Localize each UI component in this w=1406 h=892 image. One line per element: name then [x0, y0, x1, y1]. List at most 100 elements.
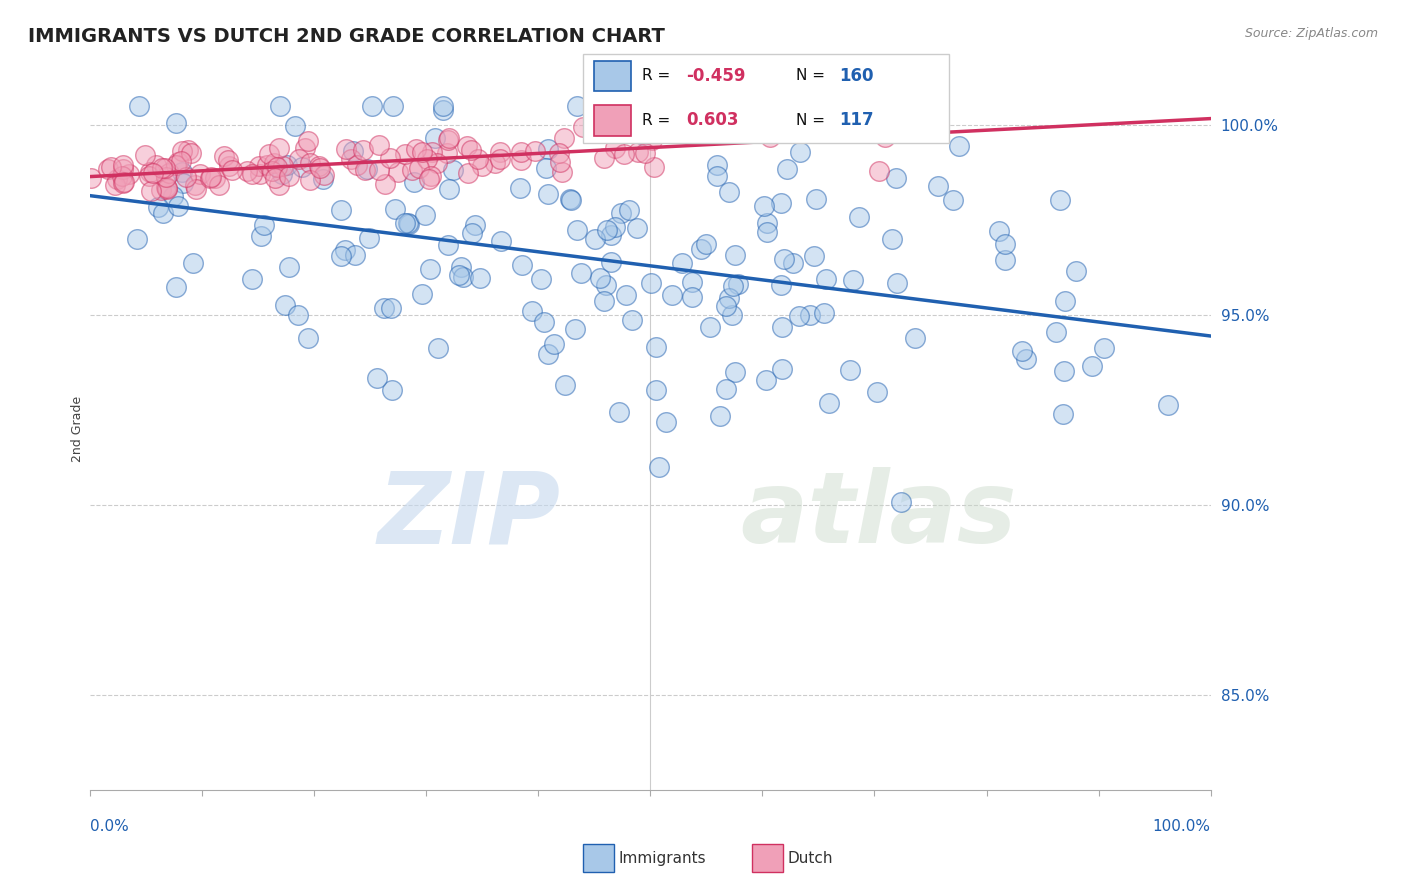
Point: [368, 163, 391, 178]
Point: [127, 232, 149, 246]
Point: [1045, 325, 1067, 339]
Point: [450, 260, 472, 274]
Point: [353, 163, 375, 178]
Point: [755, 373, 778, 387]
Point: [100, 160, 122, 174]
Point: [706, 158, 728, 172]
Point: [614, 288, 637, 302]
Point: [236, 164, 259, 178]
Point: [689, 242, 711, 256]
Point: [1081, 359, 1104, 374]
Point: [844, 111, 866, 125]
Point: [610, 206, 633, 220]
Text: N =: N =: [796, 113, 830, 128]
Point: [550, 155, 572, 169]
FancyBboxPatch shape: [595, 61, 631, 91]
Point: [489, 234, 512, 248]
Point: [718, 185, 741, 199]
Point: [564, 322, 586, 336]
Point: [567, 99, 589, 113]
Point: [1066, 264, 1088, 278]
Point: [166, 158, 188, 172]
Point: [269, 99, 291, 113]
Point: [510, 145, 533, 159]
Point: [112, 175, 135, 189]
Point: [776, 161, 799, 176]
Point: [756, 216, 779, 230]
Point: [156, 181, 179, 195]
Point: [253, 218, 276, 232]
Point: [145, 158, 167, 172]
Point: [839, 363, 862, 377]
Point: [298, 173, 321, 187]
Text: Immigrants: Immigrants: [619, 851, 706, 865]
Point: [534, 161, 557, 176]
Point: [770, 319, 793, 334]
Point: [162, 188, 184, 202]
Point: [329, 248, 352, 262]
Point: [537, 186, 560, 201]
Point: [799, 308, 821, 322]
Point: [312, 168, 335, 182]
Point: [277, 169, 299, 184]
Point: [804, 192, 827, 206]
Point: [394, 216, 416, 230]
Text: N =: N =: [796, 69, 830, 83]
Point: [648, 460, 671, 475]
Point: [533, 315, 555, 329]
Point: [890, 494, 912, 508]
Point: [948, 138, 970, 153]
Point: [381, 383, 404, 397]
Point: [152, 206, 174, 220]
Point: [170, 154, 193, 169]
Point: [644, 111, 666, 125]
Point: [432, 99, 454, 113]
Point: [342, 144, 364, 158]
Point: [184, 182, 207, 196]
Point: [880, 232, 903, 246]
Point: [904, 331, 927, 345]
Point: [1052, 407, 1074, 421]
Point: [554, 377, 576, 392]
Point: [274, 298, 297, 312]
Point: [537, 347, 560, 361]
Point: [593, 151, 616, 165]
Text: ZIP: ZIP: [378, 467, 561, 565]
Point: [352, 143, 374, 157]
Point: [172, 177, 194, 191]
Point: [218, 159, 240, 173]
Point: [284, 119, 307, 133]
Point: [553, 131, 575, 145]
Point: [522, 303, 544, 318]
Point: [437, 182, 460, 196]
Point: [165, 115, 187, 129]
Point: [208, 178, 231, 192]
Point: [170, 145, 193, 159]
Point: [373, 301, 395, 315]
Point: [423, 131, 446, 145]
Point: [271, 159, 294, 173]
Point: [221, 163, 243, 178]
Point: [380, 151, 402, 165]
Point: [401, 163, 423, 178]
Point: [681, 290, 703, 304]
Point: [769, 195, 792, 210]
Point: [330, 202, 353, 217]
Point: [769, 278, 792, 293]
Point: [772, 252, 794, 266]
Point: [789, 145, 811, 159]
Point: [156, 182, 179, 196]
Point: [815, 271, 838, 285]
Point: [714, 382, 737, 396]
Point: [357, 231, 380, 245]
Point: [419, 262, 441, 277]
Point: [260, 164, 283, 178]
Point: [536, 142, 558, 156]
Point: [374, 177, 396, 191]
Text: R =: R =: [643, 113, 681, 128]
Point: [718, 291, 741, 305]
Point: [510, 258, 533, 272]
Point: [198, 170, 221, 185]
Point: [269, 140, 291, 154]
Point: [572, 120, 595, 134]
